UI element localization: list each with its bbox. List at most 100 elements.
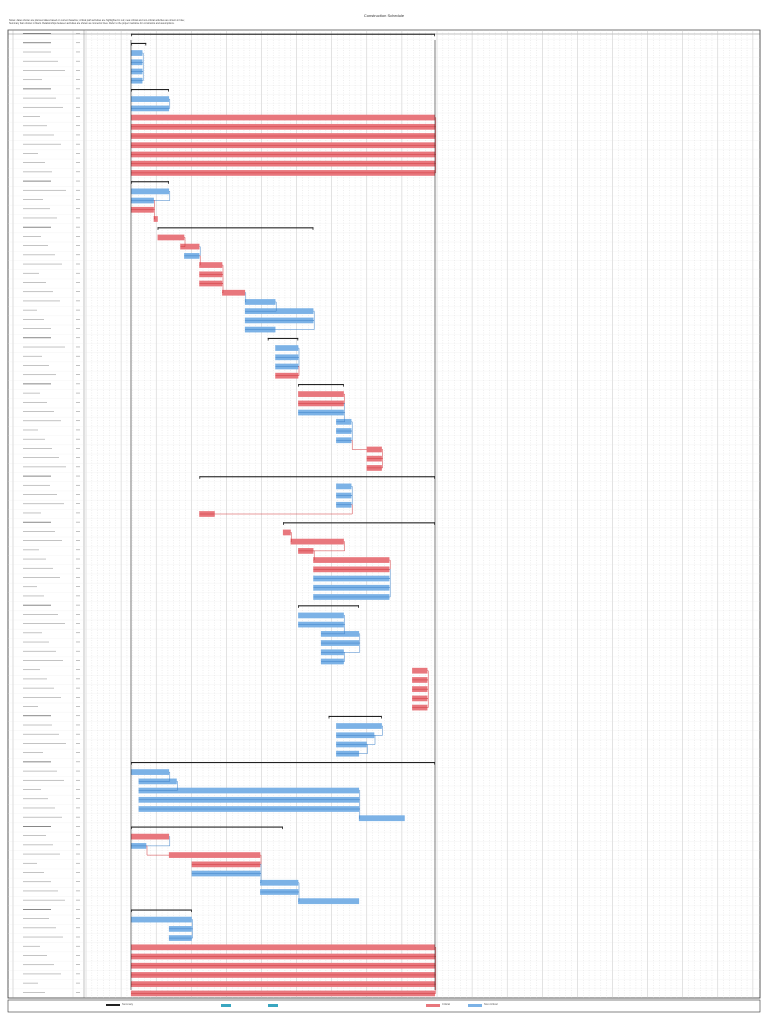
dependency-link <box>260 882 300 893</box>
legend-teal-swatch-2 <box>268 1004 278 1007</box>
critical-bar <box>412 667 428 674</box>
activity-name-line <box>23 245 48 246</box>
activity-duration-line <box>76 42 80 44</box>
dependency-link <box>131 983 437 994</box>
activity-name-line <box>23 807 55 809</box>
dependency-link <box>351 439 367 450</box>
dependency-link <box>336 421 353 432</box>
summary-bar-right-cap <box>168 181 169 184</box>
dependency-link <box>131 956 437 966</box>
activity-name-line <box>23 641 49 643</box>
activity-duration-line <box>76 770 80 772</box>
dependency-link <box>336 486 353 496</box>
critical-bar <box>298 391 344 398</box>
summary-bar <box>298 605 359 607</box>
activity-duration-line <box>76 614 80 615</box>
activity-duration-line <box>76 724 80 726</box>
activity-duration-line <box>76 844 80 846</box>
summary-bar-left-cap <box>131 909 132 913</box>
activity-name-line <box>23 531 55 532</box>
activity-name-line <box>23 586 37 588</box>
activity-name-line <box>23 503 64 505</box>
activity-duration-line <box>76 789 80 790</box>
activity-duration-line <box>76 558 80 560</box>
activity-duration-line <box>76 272 80 274</box>
activity-duration-line <box>76 890 80 892</box>
dependency-link <box>366 458 383 469</box>
activity-duration-line <box>76 826 80 827</box>
noncritical-bar <box>336 723 382 729</box>
notes-line-1: Notes: dates shown are planned dates bas… <box>9 19 185 22</box>
dependency-link <box>336 495 353 506</box>
activity-name-line <box>23 420 61 422</box>
summary-bar <box>131 761 435 764</box>
critical-bar <box>157 234 185 241</box>
summary-bar <box>283 522 435 524</box>
activity-name-line <box>23 927 56 929</box>
activity-name-line <box>23 79 42 81</box>
dependency-link <box>321 642 361 653</box>
activity-name-line <box>23 392 40 394</box>
dependency-link <box>359 808 361 819</box>
summary-bar-right-cap <box>168 89 169 92</box>
summary-bar-right-cap <box>434 476 435 479</box>
activity-name-line <box>23 272 39 274</box>
legend-noncritical-swatch <box>468 1004 482 1007</box>
activity-duration-line <box>76 254 80 256</box>
activity-duration-line <box>76 835 80 836</box>
summary-bar-left-cap <box>328 715 330 719</box>
dependency-link <box>412 670 429 681</box>
activity-name-line <box>23 881 51 883</box>
dependency-link <box>180 237 186 247</box>
dependency-link <box>169 919 193 930</box>
activity-duration-line <box>76 521 80 523</box>
activity-name-line <box>23 475 51 477</box>
activity-duration-line <box>76 669 80 670</box>
activity-name-line <box>23 844 53 846</box>
activity-duration-line <box>76 577 80 578</box>
dependency-link <box>298 615 345 625</box>
summary-bar-right-cap <box>434 761 435 765</box>
dependency-link <box>245 310 315 321</box>
legend-critical-label: Critical <box>442 1003 450 1006</box>
activity-duration-line <box>76 189 80 191</box>
activity-name-line <box>23 383 51 385</box>
summary-bar-right-cap <box>145 42 147 46</box>
activity-duration-line <box>76 752 80 753</box>
activity-name-line <box>23 355 42 357</box>
noncritical-bar <box>244 299 276 305</box>
summary-bar <box>131 909 192 911</box>
activity-name-line <box>23 816 62 818</box>
activity-duration-line <box>76 660 80 661</box>
dependency-link <box>321 633 361 644</box>
activity-name-line <box>23 604 51 606</box>
dependency-link <box>366 449 383 459</box>
activity-name-line <box>23 955 47 956</box>
activity-name-line <box>23 365 49 366</box>
activity-duration-line <box>76 696 80 698</box>
dependency-link <box>138 771 171 782</box>
dependency-link <box>290 532 292 542</box>
activity-duration-line <box>76 319 80 320</box>
activity-duration-line <box>76 706 80 707</box>
noncritical-bar <box>130 188 170 195</box>
critical-bar <box>290 538 344 545</box>
activity-duration-line <box>76 411 80 412</box>
activity-name-line <box>23 650 56 652</box>
activity-duration-line <box>76 383 80 385</box>
activity-name-line <box>23 724 52 726</box>
activity-duration-line <box>76 263 80 265</box>
activity-name-line <box>23 457 59 459</box>
activity-duration-line <box>76 180 80 182</box>
activity-name-line <box>23 706 38 707</box>
dependency-link <box>169 928 193 939</box>
activity-name-line <box>23 595 44 597</box>
legend-summary-label: Summary <box>122 1003 134 1006</box>
critical-bar <box>366 446 382 453</box>
activity-name-line <box>23 291 53 293</box>
dependency-link <box>336 735 376 745</box>
critical-bar <box>313 557 390 563</box>
activity-duration-line <box>76 586 80 587</box>
activity-duration-line <box>76 328 80 329</box>
activity-name-line <box>23 60 58 62</box>
